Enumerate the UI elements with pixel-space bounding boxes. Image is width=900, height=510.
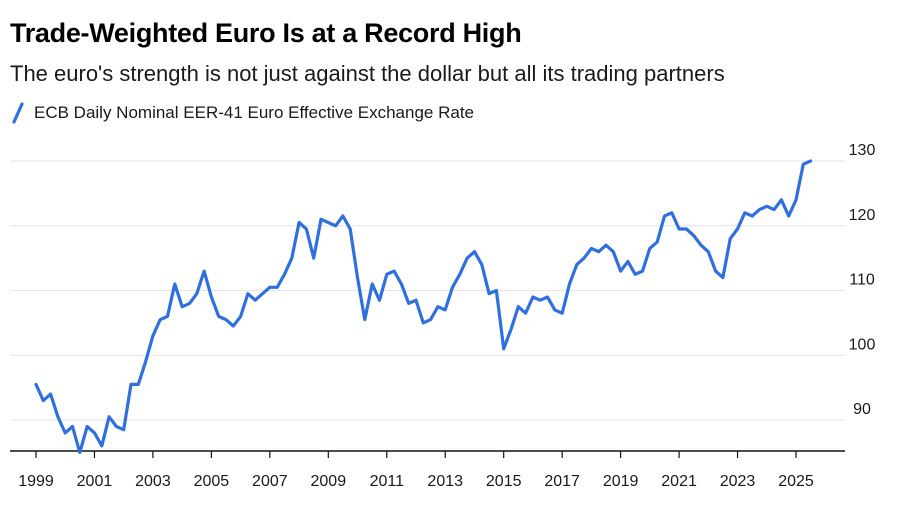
x-tick-label: 2001: [77, 473, 113, 490]
y-tick-label: 120: [849, 207, 876, 224]
grid-lines: [10, 160, 845, 421]
y-tick-label: 110: [849, 272, 875, 289]
chart-legend: ECB Daily Nominal EER-41 Euro Effective …: [12, 100, 474, 126]
x-tick-label: 2009: [311, 473, 347, 490]
x-axis: [10, 450, 845, 458]
x-tick-label: 2019: [603, 473, 639, 490]
x-tick-label: 1999: [18, 473, 54, 490]
legend-label: ECB Daily Nominal EER-41 Euro Effective …: [34, 103, 474, 122]
y-tick-label: 90: [853, 401, 871, 418]
x-tick-label: 2025: [778, 473, 814, 490]
chart-subtitle: The euro's strength is not just against …: [10, 61, 725, 86]
x-tick-label: 2003: [135, 473, 171, 490]
x-tick-label: 2011: [370, 473, 405, 490]
chart-title: Trade-Weighted Euro Is at a Record High: [10, 18, 522, 48]
x-tick-label: 2005: [194, 473, 230, 490]
series-line: [34, 159, 813, 454]
y-tick-label: 100: [849, 336, 876, 353]
x-tick-label: 2023: [720, 473, 756, 490]
x-tick-label: 2013: [427, 473, 463, 490]
x-tick-labels: 1999 2001 2003 2005 2007 2009 2011 2013 2015 2017…: [18, 473, 814, 490]
x-tick-label: 2017: [544, 473, 580, 490]
x-tick-label: 2007: [252, 473, 288, 490]
x-tick-label: 2015: [486, 473, 522, 490]
x-tick-label: 2021: [661, 473, 697, 490]
y-axis: 90 100 110 120 130: [849, 142, 876, 418]
series-group: [34, 159, 813, 454]
y-tick-label: 130: [849, 142, 876, 159]
legend-swatch: [12, 102, 24, 124]
